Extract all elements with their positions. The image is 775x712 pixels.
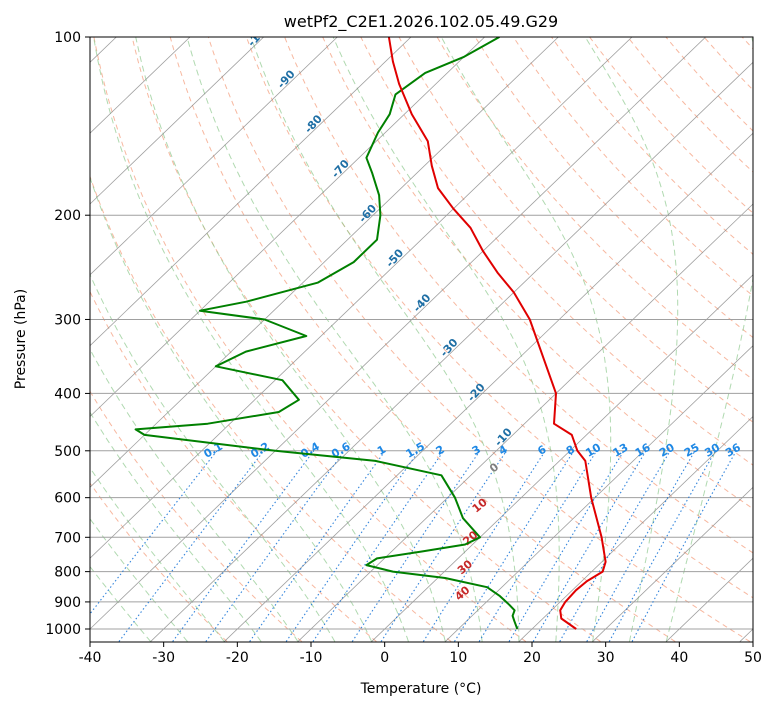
x-tick-label: -40 [79, 650, 102, 666]
y-axis-label: Pressure (hPa) [13, 289, 29, 389]
x-tick-label: 30 [597, 650, 615, 666]
x-tick-label: 40 [670, 650, 688, 666]
chart-title: wetPf2_C2E1.2026.102.05.49.G29 [284, 12, 558, 32]
y-tick-label: 400 [54, 386, 81, 402]
y-tick-label: 100 [54, 30, 81, 46]
y-tick-label: 800 [54, 565, 81, 581]
x-tick-label: -20 [226, 650, 249, 666]
x-tick-label: -30 [152, 650, 175, 666]
y-tick-label: 200 [54, 208, 81, 224]
x-axis-label: Temperature (°C) [360, 681, 482, 697]
y-tick-label: 600 [54, 491, 81, 507]
y-tick-label: 1000 [45, 622, 81, 638]
y-tick-label: 900 [54, 595, 81, 611]
x-tick-label: 10 [449, 650, 467, 666]
x-tick-label: 20 [523, 650, 541, 666]
x-tick-label: -10 [300, 650, 323, 666]
x-tick-label: 0 [380, 650, 389, 666]
y-tick-label: 700 [54, 530, 81, 546]
x-tick-label: 50 [744, 650, 762, 666]
y-tick-label: 500 [54, 444, 81, 460]
y-tick-label: 300 [54, 312, 81, 328]
